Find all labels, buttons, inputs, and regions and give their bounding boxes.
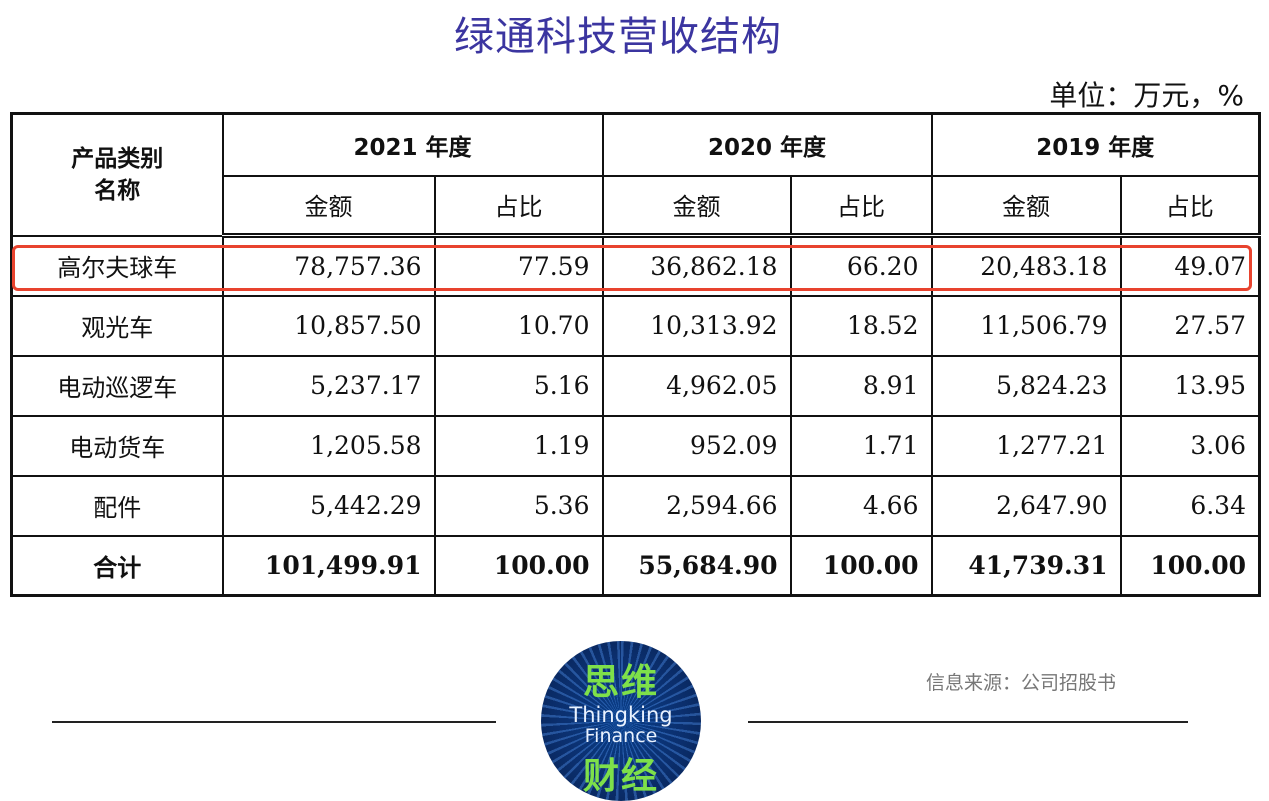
year-header-2019: 2019 年度 [930,112,1261,177]
cell-2019-share: 100.00 [1119,534,1261,597]
row-name: 合计 [10,534,224,597]
table-row-electric-truck: 电动货车 1,205.58 1.19 952.09 1.71 1,277.21 … [10,414,1261,477]
row-name: 配件 [10,474,224,537]
share-header: 占比 [433,174,604,238]
cell-2020-amount: 952.09 [601,414,792,477]
cell-2019-amount: 20,483.18 [930,234,1122,297]
cell-2019-amount: 1,277.21 [930,414,1122,477]
cell-2021-share: 77.59 [433,234,604,297]
footer-divider-right [748,721,1188,723]
cell-2020-amount: 10,313.92 [601,294,792,357]
category-header-line1: 产品类别 [71,146,164,172]
cell-2021-amount: 1,205.58 [221,414,436,477]
cell-2021-amount: 10,857.50 [221,294,436,357]
logo-text-en-line1: Thingking [569,703,673,727]
cell-2020-amount: 4,962.05 [601,354,792,417]
amount-header: 金额 [601,174,792,238]
table-row-parts: 配件 5,442.29 5.36 2,594.66 4.66 2,647.90 … [10,474,1261,537]
cell-2019-amount: 41,739.31 [930,534,1122,597]
cell-2020-share: 100.00 [789,534,933,597]
brand-logo: 思维 Thingking Finance 财经 [541,641,701,801]
unit-label: 单位：万元，% [1049,79,1244,112]
amount-header: 金额 [930,174,1122,238]
cell-2020-share: 66.20 [789,234,933,297]
cell-2020-amount: 2,594.66 [601,474,792,537]
cell-2020-amount: 55,684.90 [601,534,792,597]
category-header: 产品类别 名称 [10,112,224,237]
cell-2021-amount: 101,499.91 [221,534,436,597]
cell-2021-share: 5.36 [433,474,604,537]
cell-2019-share: 13.95 [1119,354,1261,417]
cell-2019-amount: 2,647.90 [930,474,1122,537]
cell-2020-share: 18.52 [789,294,933,357]
table-row-sightseeing-car: 观光车 10,857.50 10.70 10,313.92 18.52 11,5… [10,294,1261,357]
cell-2021-amount: 5,237.17 [221,354,436,417]
share-header: 占比 [789,174,933,238]
cell-2019-share: 27.57 [1119,294,1261,357]
cell-2019-amount: 5,824.23 [930,354,1122,417]
cell-2019-share: 49.07 [1119,234,1261,297]
cell-2020-share: 4.66 [789,474,933,537]
cell-2019-share: 6.34 [1119,474,1261,537]
header-row-metrics: 金额 占比 金额 占比 金额 占比 [12,174,1261,238]
cell-2020-share: 1.71 [789,414,933,477]
amount-header: 金额 [221,174,436,238]
table-row-golf-cart: 高尔夫球车 78,757.36 77.59 36,862.18 66.20 20… [10,234,1261,297]
share-header: 占比 [1119,174,1261,238]
logo-text-en-line2: Finance [584,725,658,747]
year-header-2021: 2021 年度 [221,112,604,177]
footer-divider-left [52,721,496,723]
cell-2021-share: 5.16 [433,354,604,417]
revenue-table: 产品类别 名称 2021 年度 2020 年度 2019 年度 金额 占比 金额… [10,112,1261,597]
cell-2020-amount: 36,862.18 [601,234,792,297]
category-header-line2: 名称 [94,178,141,204]
logo-rays [541,641,701,801]
cell-2021-amount: 78,757.36 [221,234,436,297]
table-row-total: 合计 101,499.91 100.00 55,684.90 100.00 41… [10,534,1261,597]
year-header-2020: 2020 年度 [601,112,933,177]
cell-2019-amount: 11,506.79 [930,294,1122,357]
cell-2021-share: 100.00 [433,534,604,597]
row-name: 高尔夫球车 [10,234,224,297]
table-row-patrol-car: 电动巡逻车 5,237.17 5.16 4,962.05 8.91 5,824.… [10,354,1261,417]
row-name: 观光车 [10,294,224,357]
cell-2021-share: 1.19 [433,414,604,477]
row-name: 电动货车 [10,414,224,477]
header-row-years: 产品类别 名称 2021 年度 2020 年度 2019 年度 [10,112,1261,237]
cell-2021-amount: 5,442.29 [221,474,436,537]
source-note: 信息来源：公司招股书 [926,672,1117,694]
logo-text-cn-bottom: 财经 [582,756,659,797]
cell-2019-share: 3.06 [1119,414,1261,477]
row-name: 电动巡逻车 [10,354,224,417]
cell-2021-share: 10.70 [433,294,604,357]
cell-2020-share: 8.91 [789,354,933,417]
logo-text-cn-top: 思维 [582,662,659,703]
page-title: 绿通科技营收结构 [454,14,782,60]
